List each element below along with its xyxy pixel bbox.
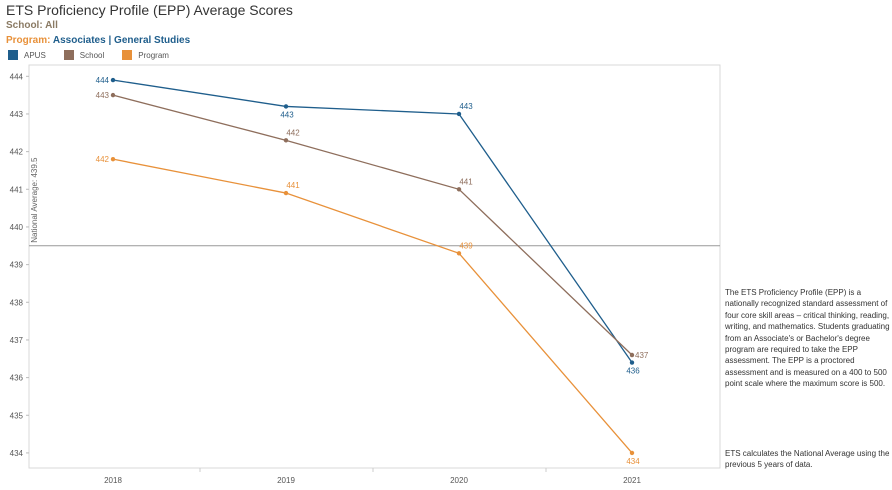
x-tick-label: 2021 — [623, 476, 641, 485]
epp-description: The ETS Proficiency Profile (EPP) is a n… — [725, 288, 890, 389]
data-label-school: 443 — [96, 91, 110, 100]
x-tick-label: 2020 — [450, 476, 468, 485]
legend-swatch-program — [122, 50, 133, 60]
y-tick-label: 437 — [10, 336, 24, 345]
data-label-program: 434 — [626, 457, 640, 466]
legend-label-apus: APUS — [24, 50, 46, 60]
data-point-school — [110, 92, 116, 98]
legend-item-apus[interactable]: APUS — [8, 50, 46, 60]
legend-label-program: Program — [138, 50, 169, 60]
data-point-apus — [110, 77, 116, 83]
y-tick-label: 444 — [10, 72, 24, 81]
data-label-school: 442 — [286, 128, 300, 137]
series-line-apus — [112, 79, 633, 363]
data-point-school — [283, 138, 289, 143]
legend-item-school[interactable]: School — [63, 50, 105, 60]
data-point-apus — [283, 104, 289, 109]
y-tick-label: 438 — [10, 298, 24, 307]
data-label-apus: 444 — [96, 76, 110, 85]
school-filter: School: All — [6, 20, 58, 31]
y-tick-label: 440 — [10, 223, 24, 232]
x-tick-label: 2018 — [104, 476, 122, 485]
legend-item-program[interactable]: Program — [122, 50, 169, 60]
series-line-school — [112, 94, 633, 356]
data-point-school — [629, 352, 635, 358]
legend-swatch-school — [63, 50, 74, 60]
y-tick-label: 434 — [10, 449, 24, 458]
data-point-program — [110, 156, 116, 162]
program-filter-value: Associates | General Studies — [52, 35, 191, 46]
plot-area — [28, 64, 721, 469]
y-tick-label: 442 — [10, 148, 24, 157]
y-tick-label: 439 — [10, 261, 24, 270]
y-tick-label: 436 — [10, 374, 24, 383]
data-label-program: 442 — [96, 155, 110, 164]
program-filter: Program: Associates | General Studies — [6, 35, 190, 46]
program-filter-label: Program: — [6, 35, 51, 46]
legend: APUS School Program — [8, 50, 187, 60]
data-point-program — [283, 190, 289, 196]
national-average-note: ETS calculates the National Average usin… — [725, 449, 890, 470]
data-label-apus: 443 — [280, 110, 294, 119]
data-label-program: 439 — [459, 241, 473, 250]
legend-swatch-apus — [8, 50, 18, 60]
data-point-school — [456, 187, 462, 192]
data-label-apus: 436 — [626, 367, 640, 376]
data-label-program: 441 — [286, 181, 300, 190]
x-tick-label: 2019 — [277, 476, 295, 485]
data-label-apus: 443 — [459, 102, 473, 111]
legend-label-school: School — [79, 50, 105, 60]
data-point-apus — [629, 360, 635, 365]
data-label-school: 441 — [459, 177, 473, 186]
page-title: ETS Proficiency Profile (EPP) Average Sc… — [6, 2, 293, 18]
y-tick-label: 443 — [10, 110, 24, 119]
data-point-program — [629, 450, 635, 456]
national-average-label: National Average: 439.5 — [30, 157, 39, 243]
y-tick-label: 441 — [10, 185, 24, 194]
data-point-apus — [456, 111, 462, 117]
data-label-school: 437 — [635, 351, 649, 360]
y-tick-label: 435 — [10, 411, 24, 420]
data-point-program — [456, 251, 462, 256]
series-line-program — [112, 158, 633, 454]
